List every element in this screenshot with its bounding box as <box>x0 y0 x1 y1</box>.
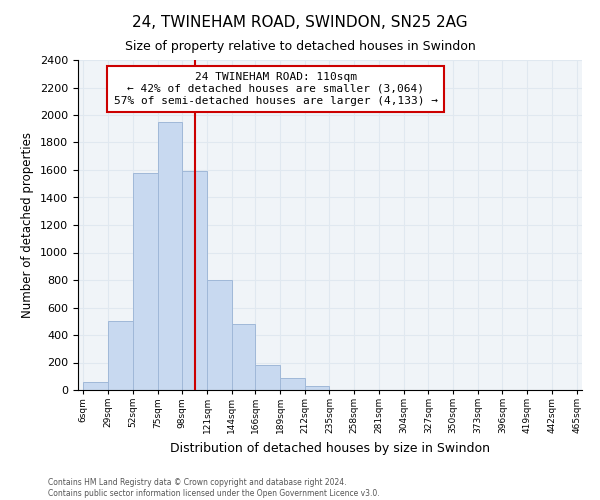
Bar <box>83 382 108 390</box>
Bar <box>182 172 207 390</box>
Text: 24, TWINEHAM ROAD, SWINDON, SN25 2AG: 24, TWINEHAM ROAD, SWINDON, SN25 2AG <box>132 15 468 30</box>
Bar <box>133 174 158 390</box>
Bar <box>207 280 232 390</box>
X-axis label: Distribution of detached houses by size in Swindon: Distribution of detached houses by size … <box>170 442 490 454</box>
Bar <box>108 322 133 390</box>
Bar <box>232 324 256 390</box>
Bar <box>158 122 182 390</box>
Text: 24 TWINEHAM ROAD: 110sqm
← 42% of detached houses are smaller (3,064)
57% of sem: 24 TWINEHAM ROAD: 110sqm ← 42% of detach… <box>114 72 438 106</box>
Bar <box>305 386 329 390</box>
Bar <box>280 378 305 390</box>
Bar <box>256 364 280 390</box>
Y-axis label: Number of detached properties: Number of detached properties <box>22 132 34 318</box>
Text: Contains HM Land Registry data © Crown copyright and database right 2024.
Contai: Contains HM Land Registry data © Crown c… <box>48 478 380 498</box>
Text: Size of property relative to detached houses in Swindon: Size of property relative to detached ho… <box>125 40 475 53</box>
